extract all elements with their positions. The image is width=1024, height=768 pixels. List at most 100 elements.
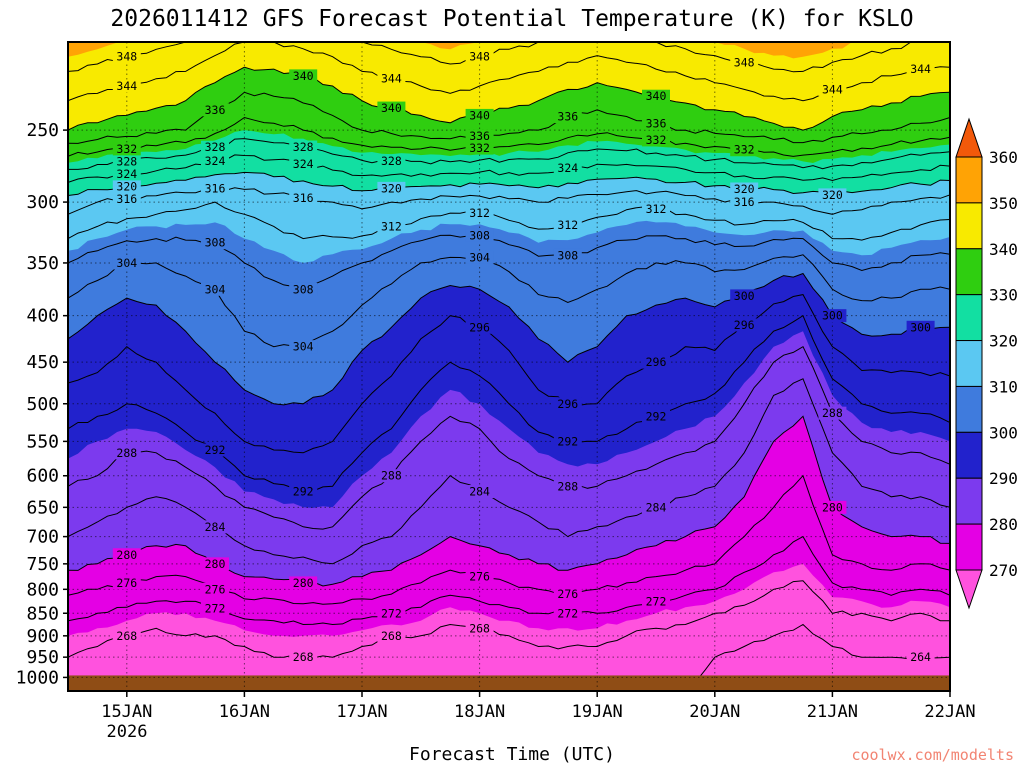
svg-text:320: 320 [734, 182, 755, 196]
svg-text:300: 300 [910, 320, 931, 334]
svg-text:348: 348 [116, 50, 137, 64]
svg-text:280: 280 [822, 500, 843, 514]
svg-text:312: 312 [557, 218, 578, 232]
svg-text:316: 316 [116, 192, 137, 206]
svg-text:340: 340 [293, 69, 314, 83]
svg-text:268: 268 [469, 621, 490, 635]
svg-text:292: 292 [646, 409, 667, 423]
svg-text:280: 280 [989, 515, 1018, 534]
svg-text:332: 332 [116, 142, 137, 156]
svg-text:328: 328 [116, 154, 137, 168]
svg-text:280: 280 [293, 576, 314, 590]
svg-text:280: 280 [116, 548, 137, 562]
svg-text:308: 308 [469, 228, 490, 242]
svg-text:330: 330 [989, 286, 1018, 305]
svg-text:280: 280 [205, 557, 226, 571]
svg-text:17JAN: 17JAN [336, 702, 387, 722]
svg-text:850: 850 [26, 603, 59, 624]
svg-text:336: 336 [469, 129, 490, 143]
svg-text:292: 292 [293, 485, 314, 499]
svg-text:340: 340 [469, 108, 490, 122]
svg-text:328: 328 [205, 140, 226, 154]
svg-text:312: 312 [646, 202, 667, 216]
svg-text:450: 450 [26, 352, 59, 373]
axes: 2503003504004505005506006507007508008509… [16, 120, 976, 722]
chart-title: 2026011412 GFS Forecast Potential Temper… [110, 6, 914, 32]
svg-text:288: 288 [116, 446, 137, 460]
svg-text:650: 650 [26, 497, 59, 518]
svg-text:900: 900 [26, 626, 59, 647]
svg-text:344: 344 [910, 62, 931, 76]
svg-text:15JAN: 15JAN [101, 702, 152, 722]
svg-text:350: 350 [26, 253, 59, 274]
svg-text:296: 296 [557, 397, 578, 411]
svg-text:290: 290 [989, 469, 1018, 488]
svg-text:308: 308 [293, 282, 314, 296]
svg-text:288: 288 [557, 479, 578, 493]
svg-text:304: 304 [293, 340, 314, 354]
svg-text:400: 400 [26, 306, 59, 327]
svg-text:1000: 1000 [16, 667, 59, 688]
svg-text:22JAN: 22JAN [924, 702, 975, 722]
svg-text:296: 296 [646, 355, 667, 369]
svg-text:324: 324 [557, 161, 578, 175]
svg-text:16JAN: 16JAN [219, 702, 270, 722]
svg-text:320: 320 [822, 188, 843, 202]
svg-text:308: 308 [557, 248, 578, 262]
svg-text:268: 268 [293, 650, 314, 664]
svg-text:272: 272 [646, 594, 667, 608]
svg-text:340: 340 [989, 240, 1018, 259]
svg-text:284: 284 [469, 485, 490, 499]
svg-text:340: 340 [646, 89, 667, 103]
svg-text:284: 284 [205, 520, 226, 534]
svg-text:296: 296 [734, 318, 755, 332]
svg-text:250: 250 [26, 120, 59, 141]
svg-text:340: 340 [381, 101, 402, 115]
svg-text:348: 348 [734, 55, 755, 69]
svg-text:360: 360 [989, 148, 1018, 167]
svg-text:344: 344 [381, 72, 402, 86]
svg-text:272: 272 [205, 601, 226, 615]
svg-text:18JAN: 18JAN [454, 702, 505, 722]
svg-text:336: 336 [557, 110, 578, 124]
svg-text:300: 300 [734, 289, 755, 303]
svg-text:336: 336 [205, 103, 226, 117]
svg-text:332: 332 [646, 133, 667, 147]
watermark-text: coolwx.com/modelts [851, 746, 1014, 764]
svg-text:332: 332 [469, 141, 490, 155]
svg-text:288: 288 [822, 406, 843, 420]
svg-text:276: 276 [557, 587, 578, 601]
svg-text:296: 296 [469, 320, 490, 334]
svg-text:332: 332 [734, 143, 755, 157]
colorbar: 360 350 340 330 320 310 300 290 280 270 [955, 117, 1018, 610]
svg-text:800: 800 [26, 579, 59, 600]
contour-fills [68, 42, 950, 691]
svg-text:328: 328 [293, 140, 314, 154]
svg-text:320: 320 [381, 181, 402, 195]
svg-text:500: 500 [26, 394, 59, 415]
svg-text:268: 268 [381, 629, 402, 643]
svg-text:344: 344 [116, 79, 137, 93]
colorbar-bottom-arrow [955, 569, 983, 610]
svg-text:750: 750 [26, 554, 59, 575]
svg-text:316: 316 [205, 181, 226, 195]
svg-text:328: 328 [381, 154, 402, 168]
plot-frame [67, 41, 951, 692]
svg-text:272: 272 [381, 606, 402, 620]
svg-text:316: 316 [293, 191, 314, 205]
svg-text:324: 324 [116, 167, 137, 181]
svg-text:316: 316 [734, 195, 755, 209]
svg-text:320: 320 [989, 332, 1018, 351]
contour-labels: 264 268 268 268 268 272 272 272 272 276 276 276 276 2… [112, 50, 935, 664]
svg-text:19JAN: 19JAN [572, 702, 623, 722]
svg-text:304: 304 [205, 282, 226, 296]
svg-text:20JAN: 20JAN [689, 702, 740, 722]
svg-text:344: 344 [822, 82, 843, 96]
svg-text:310: 310 [989, 377, 1018, 396]
svg-text:304: 304 [469, 250, 490, 264]
svg-text:336: 336 [646, 116, 667, 130]
surface-ground-strip [68, 675, 950, 691]
colorbar-top-arrow [955, 117, 983, 158]
